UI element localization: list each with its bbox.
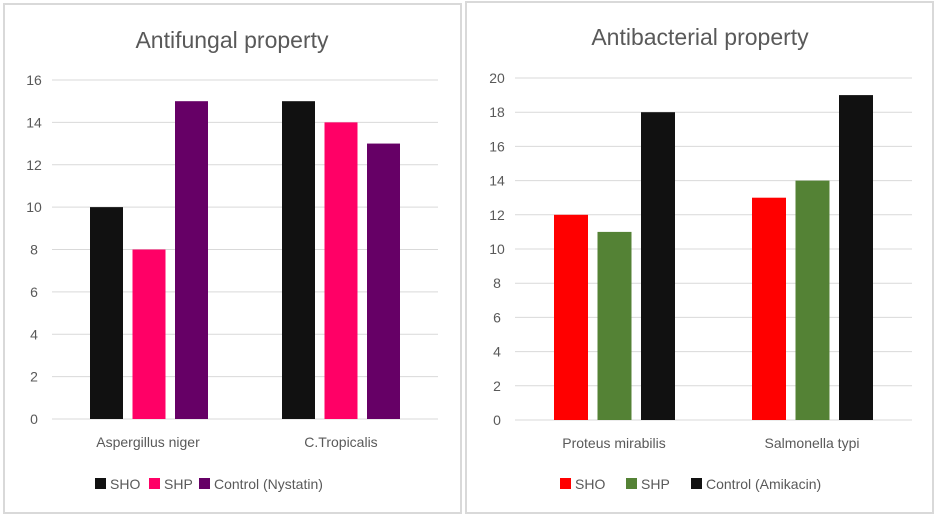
bar [367, 143, 400, 419]
bar [554, 214, 588, 420]
category-label: C.Tropicalis [304, 434, 377, 450]
legend-label: SHP [164, 476, 193, 492]
y-tick-label: 4 [493, 344, 501, 360]
chart-title: Antibacterial property [591, 24, 809, 50]
legend-swatch [691, 478, 702, 489]
bar [752, 197, 786, 420]
legend-label: SHP [641, 476, 670, 492]
y-tick-label: 12 [489, 207, 505, 223]
bars [90, 101, 400, 419]
y-tick-label: 6 [30, 284, 38, 300]
y-tick-label: 8 [493, 275, 501, 291]
legend-swatch [95, 478, 106, 489]
legend-swatch [560, 478, 571, 489]
y-tick-label: 10 [26, 199, 42, 215]
antibacterial-chart: Antibacterial property 0 2 4 6 8 10 12 14 16 18 20… [489, 24, 912, 492]
legend: SHO SHP Control (Nystatin) [95, 476, 323, 492]
legend-swatch [626, 478, 637, 489]
antifungal-chart: Antifungal property 0 2 4 6 8 10 12 14 16 Asperg… [26, 27, 438, 492]
bar [597, 231, 632, 420]
bar [132, 249, 166, 419]
legend-swatch [199, 478, 210, 489]
legend-label: Control (Amikacin) [706, 476, 821, 492]
y-tick-label: 2 [30, 369, 38, 385]
y-tick-label: 6 [493, 309, 501, 325]
legend: SHO SHP Control (Amikacin) [560, 476, 821, 492]
category-label: Salmonella typi [765, 435, 860, 451]
y-axis-ticks: 0 2 4 6 8 10 12 14 16 [26, 72, 42, 427]
bar [324, 122, 358, 419]
category-label: Proteus mirabilis [562, 435, 665, 451]
bar [795, 180, 830, 420]
chart-title: Antifungal property [135, 27, 329, 53]
bars [554, 95, 873, 420]
legend-label: SHO [575, 476, 605, 492]
bar [641, 112, 675, 420]
legend-label: Control (Nystatin) [214, 476, 323, 492]
y-tick-label: 0 [30, 411, 38, 427]
y-tick-label: 2 [493, 378, 501, 394]
y-tick-label: 10 [489, 241, 505, 257]
category-label: Aspergillus niger [96, 434, 200, 450]
y-tick-label: 16 [26, 72, 42, 88]
y-axis-ticks: 0 2 4 6 8 10 12 14 16 18 20 [489, 70, 505, 428]
y-tick-label: 0 [493, 412, 501, 428]
y-tick-label: 18 [489, 104, 505, 120]
x-axis-labels: Aspergillus niger C.Tropicalis [96, 434, 377, 450]
y-tick-label: 20 [489, 70, 505, 86]
y-tick-label: 16 [489, 138, 505, 154]
bar [90, 207, 123, 419]
y-tick-label: 8 [30, 242, 38, 258]
y-tick-label: 4 [30, 326, 38, 342]
bar [175, 101, 208, 419]
x-axis-labels: Proteus mirabilis Salmonella typi [562, 435, 859, 451]
legend-label: SHO [110, 476, 140, 492]
y-tick-label: 14 [489, 173, 505, 189]
bar [282, 101, 315, 419]
bar [839, 95, 873, 420]
y-tick-label: 14 [26, 114, 42, 130]
legend-swatch [149, 478, 160, 489]
y-tick-label: 12 [26, 157, 42, 173]
